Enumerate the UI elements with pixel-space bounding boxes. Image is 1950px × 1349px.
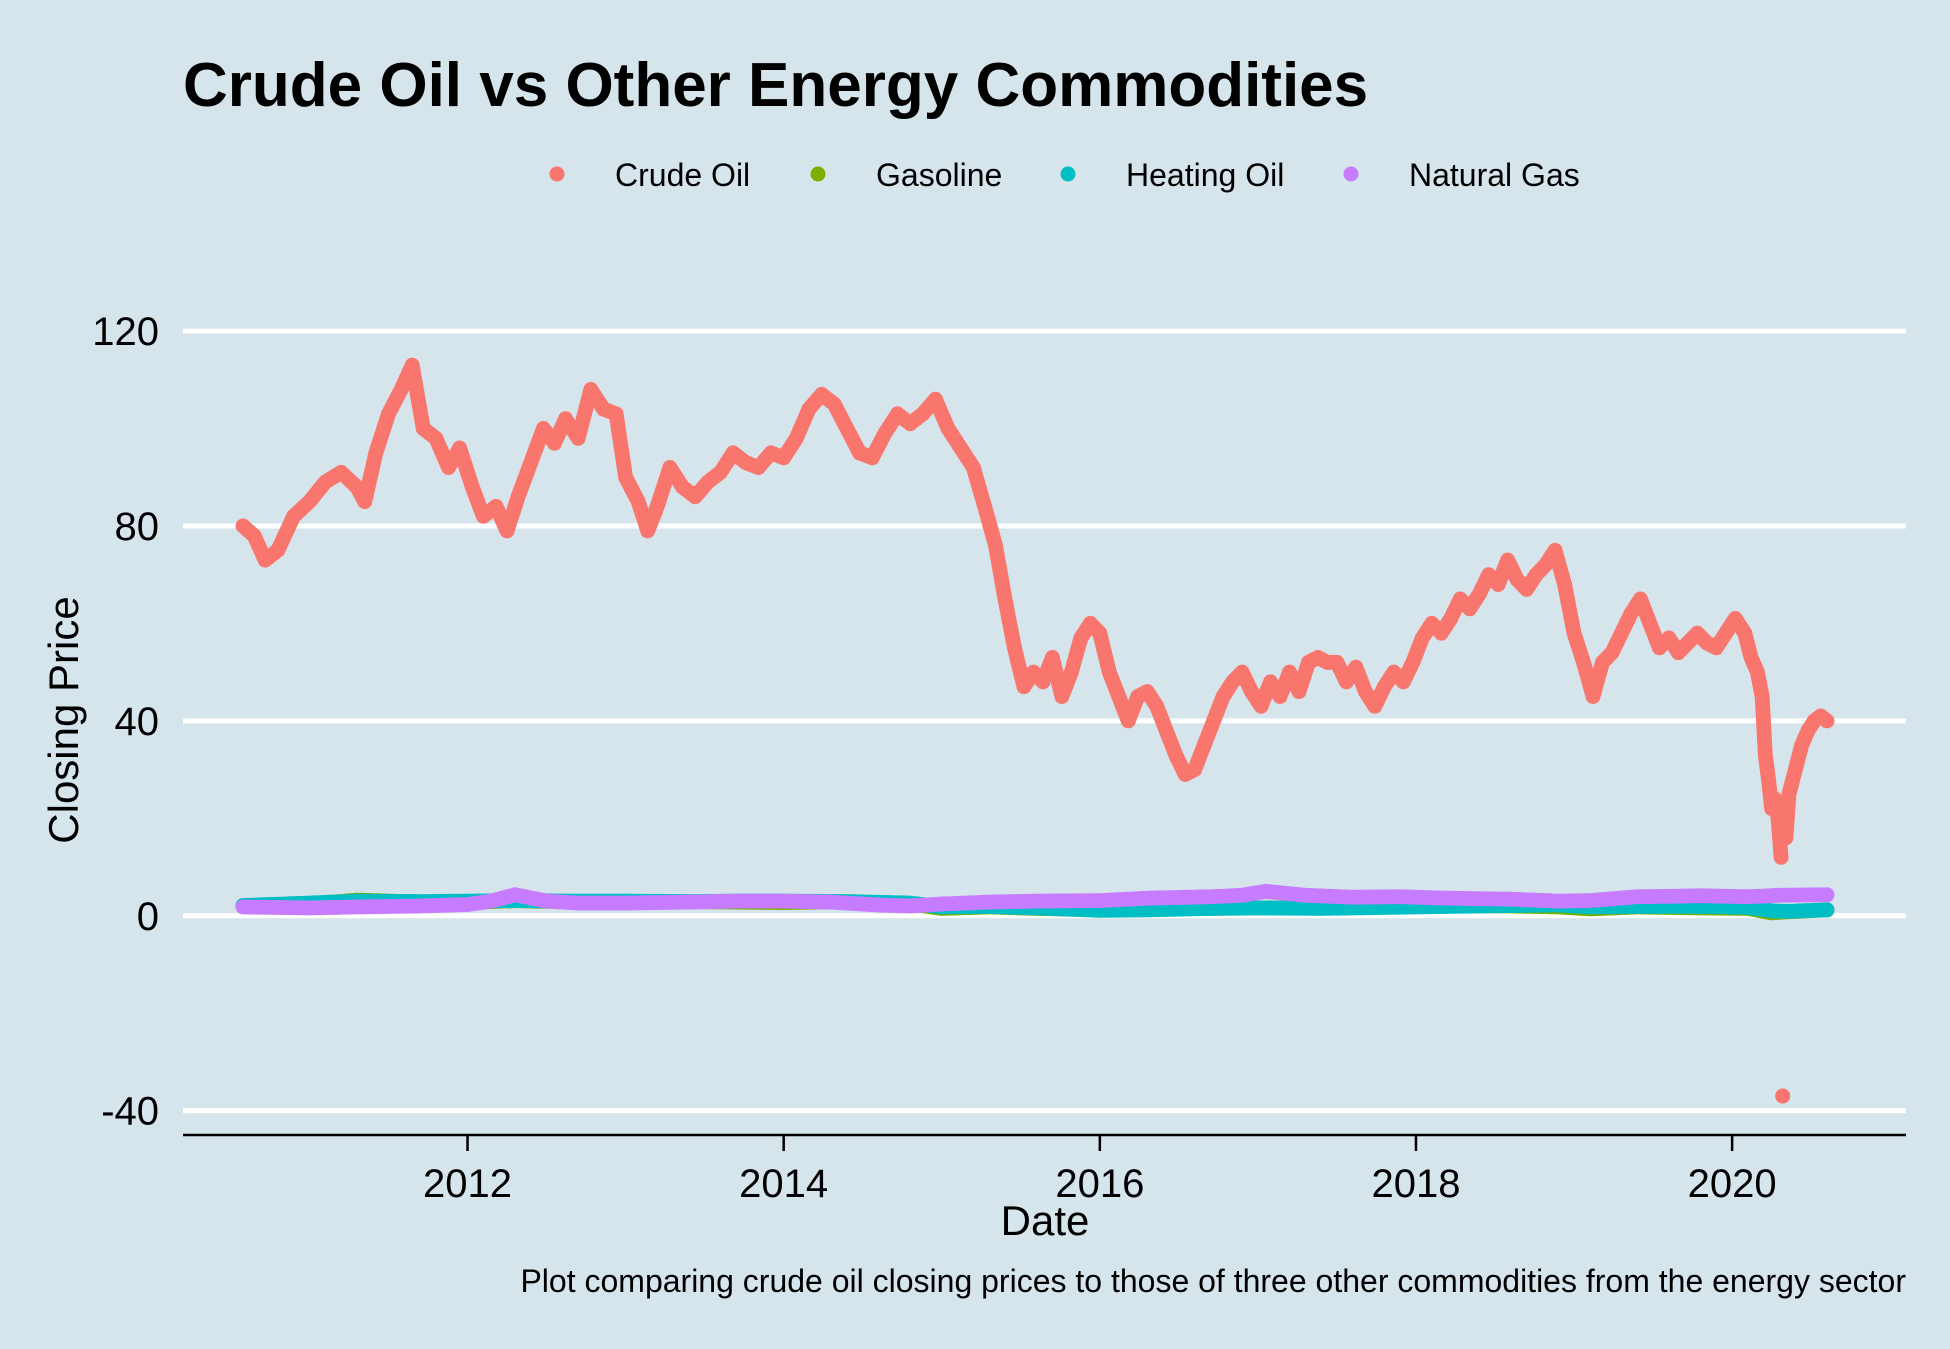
y-tick-label: 80 [115,505,160,549]
legend-item: Gasoline [810,157,1002,193]
plot-area [235,357,1835,1104]
data-point [1773,849,1789,865]
legend-key [1060,166,1076,182]
y-tick-label: 120 [92,310,159,354]
y-tick-label: 0 [137,895,159,939]
y-tick-label: 40 [115,700,160,744]
legend-label: Natural Gas [1409,157,1580,193]
x-tick-label: 2018 [1371,1162,1460,1206]
x-axis-title: Date [1001,1197,1090,1244]
x-tick-label: 2012 [423,1162,512,1206]
legend-label: Crude Oil [615,157,750,193]
series-natural-gas [235,883,1835,916]
data-point [1819,902,1835,918]
y-tick-label: -40 [101,1090,159,1134]
legend: Crude Oil Gasoline Heating Oil Natural Gas [549,157,1580,193]
x-tick-label: 2014 [739,1162,828,1206]
chart-caption: Plot comparing crude oil closing prices … [520,1263,1906,1299]
legend-key [1343,166,1359,182]
series-crude-oil [235,357,1835,1104]
gridlines [183,328,1906,1114]
chart-title: Crude Oil vs Other Energy Commodities [183,51,1368,120]
x-tick-label: 2016 [1055,1162,1144,1206]
legend-item: Crude Oil [549,157,750,193]
legend-label: Heating Oil [1126,157,1284,193]
data-point [1775,1088,1791,1104]
legend-label: Gasoline [876,157,1002,193]
x-axis-ticks: 2012 2014 2016 2018 2020 [423,1135,1777,1206]
legend-item: Heating Oil [1060,157,1284,193]
data-point [1819,887,1835,903]
legend-key [810,166,826,182]
data-point [1819,713,1835,729]
legend-key [549,166,565,182]
y-axis-ticks: -40 0 40 80 120 [92,310,159,1134]
y-axis-title: Closing Price [40,596,87,843]
legend-item: Natural Gas [1343,157,1580,193]
x-tick-label: 2020 [1688,1162,1777,1206]
